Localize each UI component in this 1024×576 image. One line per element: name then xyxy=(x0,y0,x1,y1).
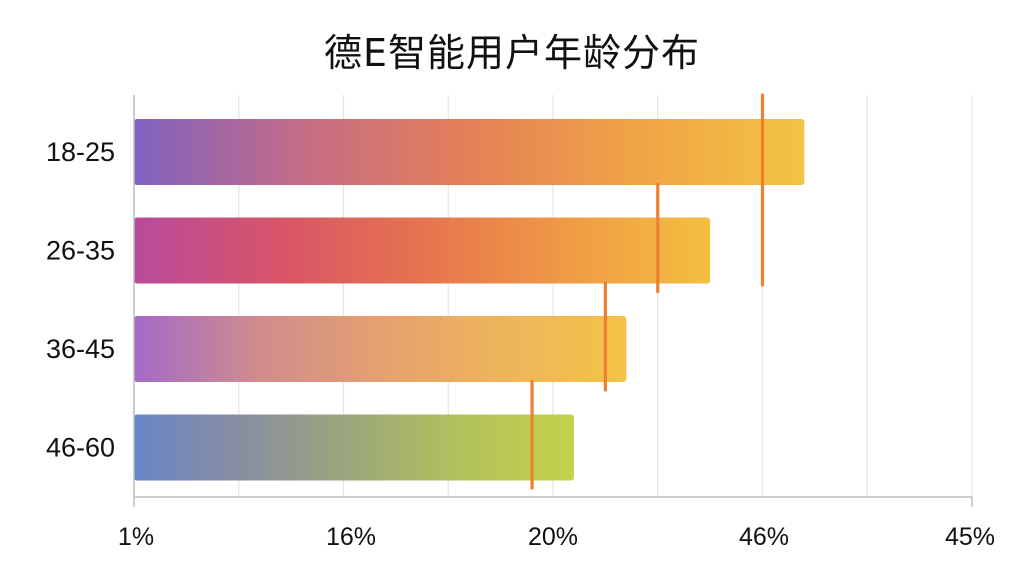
bar-36-45 xyxy=(134,316,627,382)
bar-46-60 xyxy=(134,414,574,481)
x-tick-label: 46% xyxy=(739,523,789,551)
bar-26-35 xyxy=(134,217,711,284)
axes xyxy=(133,95,973,507)
x-tick-label: 45% xyxy=(945,523,995,551)
bar-18-25 xyxy=(134,119,805,185)
category-label: 26-35 xyxy=(46,236,115,266)
labels: 18-25 26-35 36-45 46-60 1% 16% 20% 46% 45% xyxy=(46,137,995,551)
x-tick-label: 20% xyxy=(528,523,578,551)
category-label: 46-60 xyxy=(46,433,115,463)
bars xyxy=(134,119,805,481)
chart-title: 德E智能用户年龄分布 xyxy=(323,31,700,75)
x-tick-label: 16% xyxy=(326,523,376,551)
x-tick-label: 1% xyxy=(118,523,154,551)
category-label: 18-25 xyxy=(46,137,115,167)
category-label: 36-45 xyxy=(46,334,115,364)
markers xyxy=(530,93,765,490)
